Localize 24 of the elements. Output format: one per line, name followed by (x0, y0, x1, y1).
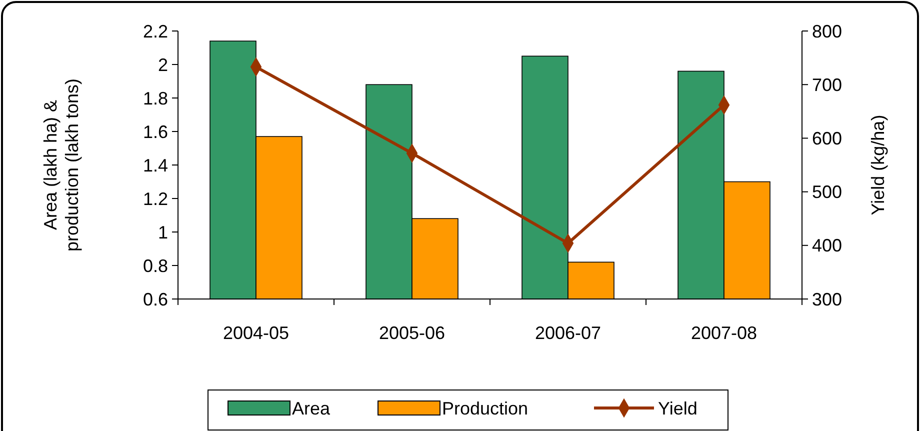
y2-tick-label: 600 (812, 128, 842, 148)
y2-tick-label: 500 (812, 182, 842, 202)
y2-tick-label: 400 (812, 236, 842, 256)
legend-label: Area (292, 398, 332, 418)
y-tick-label: 0.8 (142, 256, 168, 276)
x-tick-label: 2004-05 (222, 323, 290, 343)
y-tick-label: 1 (158, 222, 168, 242)
x-tick-label: 2007-08 (690, 323, 758, 343)
y-tick-label: 1.2 (142, 188, 168, 209)
y2-tick-label: 800 (812, 21, 842, 42)
y-axis-title: Area (lakh ha) & production (lakh tons) (40, 78, 82, 252)
y2-axis-title: Yield (kg/ha) (868, 114, 888, 216)
y-tick-label: 1.6 (142, 122, 168, 142)
x-tick-label: 2006-07 (534, 323, 602, 343)
y-tick-label: 1.4 (142, 155, 168, 176)
y2-tick-label: 700 (812, 74, 842, 95)
x-tick-label: 2005-06 (378, 323, 446, 343)
y-tick-label: 0.6 (142, 289, 168, 310)
y2-tick-label: 300 (812, 289, 842, 310)
y-tick-label: 2 (158, 54, 168, 75)
legend-label: Yield (658, 398, 698, 418)
y-tick-label: 2.2 (142, 21, 168, 42)
legend-label: Production (442, 398, 528, 418)
y-tick-label: 1.8 (142, 88, 168, 108)
